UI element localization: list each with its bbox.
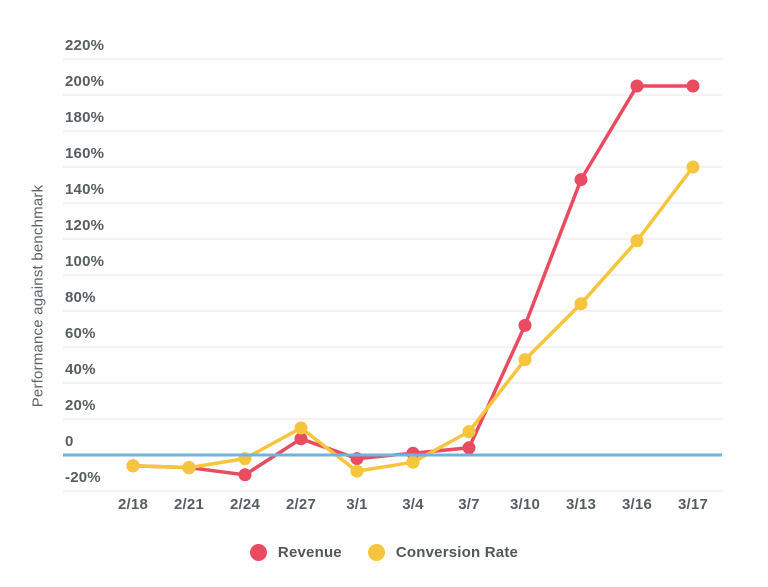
revenue-point: [462, 441, 476, 455]
conversion-rate-line: [131, 165, 695, 473]
legend: Revenue Conversion Rate: [0, 544, 768, 561]
conversion-rate-point: [406, 455, 420, 469]
revenue-point: [238, 468, 252, 482]
x-tick-label: 3/7: [458, 496, 480, 513]
conversion-rate-point: [574, 297, 588, 311]
x-tick-label: 3/10: [510, 496, 540, 513]
x-tick-label: 2/21: [174, 496, 204, 513]
conversion-rate-point: [630, 234, 644, 248]
conversion-rate-point: [126, 459, 140, 473]
x-tick-label: 3/16: [622, 496, 652, 513]
conversion-rate-point: [518, 353, 532, 367]
y-tick-label: 200%: [65, 73, 105, 90]
x-tick-label: 2/27: [286, 496, 316, 513]
revenue-point: [518, 318, 532, 332]
y-tick-label: 180%: [65, 109, 105, 126]
y-tick-label: -20%: [65, 469, 101, 486]
x-tick-label: 3/17: [678, 496, 708, 513]
y-tick-label: 100%: [65, 253, 105, 270]
conversion-rate-swatch-icon: [367, 544, 385, 561]
conversion-rate-point: [462, 425, 476, 439]
revenue-line: [131, 84, 695, 477]
y-tick-label: 40%: [65, 361, 96, 378]
x-tick-label: 3/13: [566, 496, 596, 513]
conversion-rate-point: [686, 160, 700, 174]
revenue-point: [294, 432, 308, 446]
y-tick-label: 20%: [65, 397, 96, 414]
revenue-point: [574, 173, 588, 187]
legend-item-revenue: Revenue: [249, 544, 342, 561]
conversion-rate-point: [350, 464, 364, 478]
legend-item-conversion-rate: Conversion Rate: [367, 544, 519, 561]
y-tick-label: 60%: [65, 325, 96, 342]
y-tick-label: 160%: [65, 145, 105, 162]
y-tick-label: 220%: [65, 37, 105, 54]
x-tick-label: 2/18: [118, 496, 148, 513]
y-tick-label: 0: [65, 433, 74, 450]
legend-label: Conversion Rate: [395, 544, 519, 561]
x-tick-label: 3/1: [346, 496, 368, 513]
y-tick-label: 120%: [65, 217, 105, 234]
x-tick-label: 2/24: [230, 496, 260, 513]
x-tick-label: 3/4: [402, 496, 424, 513]
revenue-point: [630, 79, 644, 93]
conversion-rate-point: [182, 461, 196, 475]
y-tick-label: 140%: [65, 181, 105, 198]
revenue-swatch-icon: [249, 544, 267, 561]
legend-label: Revenue: [277, 544, 342, 561]
conversion-rate-point: [294, 421, 308, 435]
y-tick-label: 80%: [65, 289, 96, 306]
revenue-point: [686, 79, 700, 93]
